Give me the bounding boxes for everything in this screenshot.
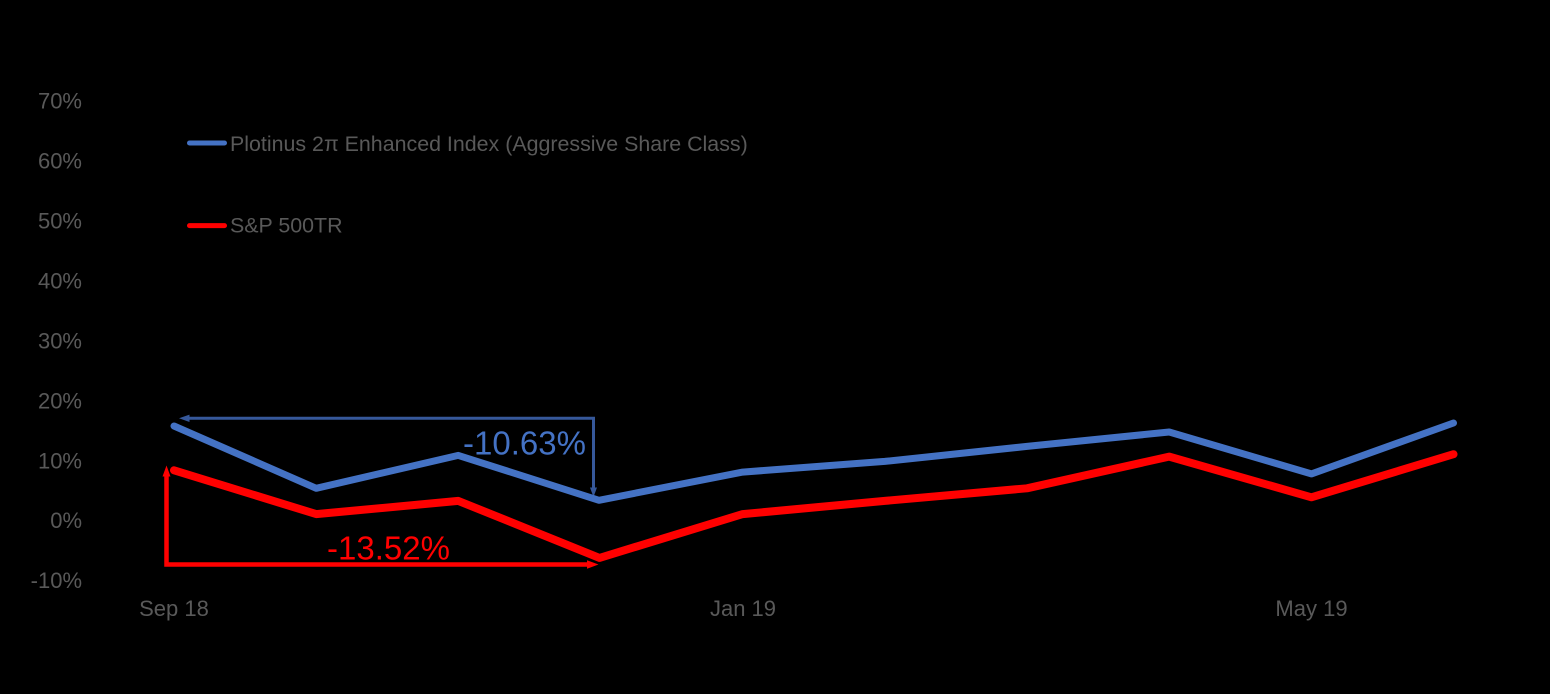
svg-text:20%: 20% (38, 388, 82, 413)
svg-text:-10%: -10% (31, 568, 82, 593)
svg-text:-13.52%: -13.52% (327, 529, 450, 566)
svg-text:50%: 50% (38, 209, 82, 234)
svg-text:-10.63%: -10.63% (463, 425, 586, 462)
svg-text:70%: 70% (38, 89, 82, 114)
svg-text:40%: 40% (38, 268, 82, 293)
svg-text:0%: 0% (50, 508, 82, 533)
svg-text:S&P 500TR: S&P 500TR (230, 214, 343, 238)
svg-text:Sep 18: Sep 18 (139, 596, 209, 621)
svg-text:30%: 30% (38, 328, 82, 353)
svg-text:Jan 19: Jan 19 (710, 596, 776, 621)
svg-text:10%: 10% (38, 448, 82, 473)
svg-text:May 19: May 19 (1275, 596, 1347, 621)
svg-text:60%: 60% (38, 149, 82, 174)
svg-text:Plotinus 2π Enhanced Index (Ag: Plotinus 2π Enhanced Index (Aggressive S… (230, 132, 748, 156)
